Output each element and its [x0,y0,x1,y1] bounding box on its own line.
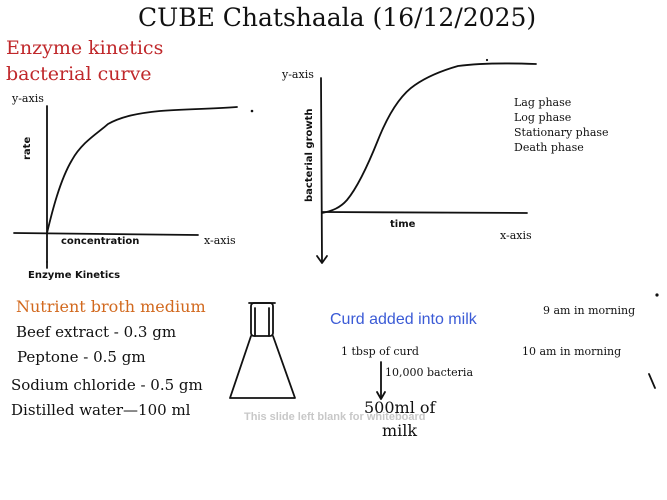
growth-time-label: time [390,219,416,230]
phase-list: Lag phase Log phase Stationary phase Dea… [514,95,609,155]
stray-dot [485,58,489,62]
stray-mark [648,373,656,389]
enzyme-x-axis-label: x-axis [204,234,236,247]
flask-icon [229,302,296,399]
growth-curve [321,62,537,214]
enzyme-heading-line1: Enzyme kinetics [6,37,164,59]
phase-item: Lag phase [514,96,572,109]
enzyme-heading-line2: bacterial curve [6,63,152,85]
arrow-down-icon [376,361,386,400]
enzyme-caption: Enzyme Kinetics [28,270,121,281]
milk-line1: 500ml of [364,398,436,417]
growth-ylabel: bacterial growth [304,108,315,202]
phase-item: Death phase [514,141,584,154]
stray-dot [250,109,254,113]
enzyme-x-axis [13,232,199,236]
enzyme-concentration-label: concentration [61,236,140,247]
enzyme-rate-label: rate [22,136,33,160]
growth-x-axis-label: x-axis [500,229,532,242]
milk-line2: milk [382,421,418,440]
enzyme-y-axis-label: y-axis [12,92,44,105]
broth-item: Sodium chloride - 0.5 gm [11,376,203,394]
phase-item: Log phase [514,111,572,124]
growth-y-axis-label: y-axis [282,68,314,81]
curd-amount: 1 tbsp of curd [341,345,419,358]
growth-y-axis-arrow [316,255,328,264]
broth-item: Distilled water—100 ml [11,401,191,419]
curd-time-1: 9 am in morning [543,304,636,317]
broth-heading: Nutrient broth medium [16,297,206,316]
curd-time-2: 10 am in morning [522,345,622,358]
watermark-text: This slide left blank for whiteboard [244,411,426,423]
enzyme-curve [46,106,238,234]
curd-bacteria: 10,000 bacteria [385,366,474,379]
broth-item: Peptone - 0.5 gm [17,348,146,366]
page-title: CUBE Chatshaala (16/12/2025) [138,3,537,32]
broth-item: Beef extract - 0.3 gm [16,323,177,341]
phase-item: Stationary phase [514,126,609,139]
curd-heading: Curd added into milk [330,311,477,328]
growth-y-axis [320,77,323,263]
growth-x-axis [321,211,528,214]
stray-dot [655,293,659,297]
